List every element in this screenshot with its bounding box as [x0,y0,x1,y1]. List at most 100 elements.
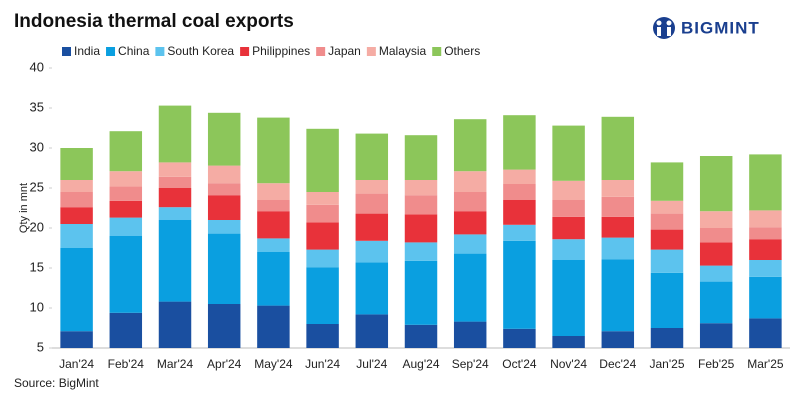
bar-segment [749,154,782,211]
bar-segment [60,207,93,224]
bar-segment [60,148,93,180]
bar-segment [650,162,684,201]
legend-label: Philippines [252,44,310,58]
bar-segment [158,105,192,163]
bar-segment [158,207,192,220]
bar-segment [453,171,487,192]
logo: BIGMINT [681,18,760,37]
x-tick-label: Oct'24 [502,357,537,371]
bar-segment [453,192,487,212]
x-tick-label: Feb'25 [698,357,735,371]
y-tick-label: 40 [30,59,44,74]
legend-swatch [316,47,326,56]
bar-segment [699,228,733,243]
bar-segment [699,323,733,348]
bar-segment [749,276,782,319]
legend-label: Others [444,44,480,58]
bar-segment [306,128,339,192]
x-tick-label: Mar'24 [157,357,194,371]
bar-segment [257,305,290,348]
bar-segment [453,253,487,322]
bar-segment [109,236,143,313]
bar-segment [650,328,684,348]
legend-label: China [118,44,150,58]
bar-segment [306,192,339,205]
bar-segment [699,211,733,228]
y-tick-label: 30 [30,139,44,154]
bar-segment [453,321,487,348]
bar-segment [503,184,536,200]
bar-segment [355,314,389,348]
y-tick-label: 5 [37,339,44,354]
x-tick-label: Jan'25 [650,357,685,371]
bar-segment [207,233,241,304]
legend-label: South Korea [167,44,234,58]
bar-segment [404,214,438,243]
bar-segment [355,180,389,194]
bar-segment [503,224,536,241]
bar-segment [650,213,684,230]
bar-segment [601,259,635,332]
bar-segment [749,227,782,240]
bar-segment [158,162,192,177]
legend-swatch [62,47,71,56]
bar-segment [207,195,241,220]
bar-segment [601,331,635,348]
legend-swatch [106,47,116,56]
legend-label: Malaysia [379,44,427,58]
bar-segment [60,180,93,192]
bar-segment [503,169,536,184]
bar-segment [207,112,241,166]
bar-segment [355,240,389,263]
y-axis-label: Qty in mnt [18,183,30,233]
bar-segment [601,180,635,197]
bar-segment [453,234,487,254]
bar-segment [158,188,192,208]
bar-segment [109,312,143,348]
bar-segment [306,267,339,324]
bar-segment [109,131,143,172]
bar-segment [503,200,536,225]
bar-segment [552,125,585,181]
bar-segment [699,265,733,282]
bar-segment [404,324,438,348]
bar-segment [749,318,782,348]
y-tick-label: 10 [30,299,44,314]
x-tick-label: Jun'24 [305,357,340,371]
legend-swatch [432,47,442,56]
x-tick-label: Mar'25 [747,357,784,371]
x-tick-label: Sep'24 [452,357,489,371]
bar-segment [306,249,339,268]
bar-segment [257,200,290,212]
bar-segment [552,260,585,336]
bar-segment [257,183,290,200]
bar-segment [601,237,635,260]
bar-segment [207,183,241,196]
bar-segment [306,204,339,223]
bar-segment [60,248,93,332]
bar-segment [650,200,684,214]
bar-segment [158,176,192,188]
bar-segment [60,192,93,208]
bar-segment [552,200,585,217]
bar-segment [601,216,635,238]
bar-segment [650,272,684,328]
bar-segment [60,224,93,248]
bar-segment [109,200,143,218]
bar-segment [749,210,782,228]
bar-segment [453,211,487,235]
bar-segment [355,262,389,315]
bar-segment [257,238,290,252]
bar-segment [404,180,438,196]
bar-segment [355,213,389,241]
bar-segment [453,119,487,172]
x-tick-label: Apr'24 [207,357,242,371]
legend-label: India [74,44,100,58]
bar-segment [257,117,290,184]
bar-segment [552,180,585,200]
bar-segment [404,135,438,180]
x-tick-label: Feb'24 [108,357,145,371]
bar-segment [503,115,536,170]
x-tick-label: Aug'24 [403,357,440,371]
